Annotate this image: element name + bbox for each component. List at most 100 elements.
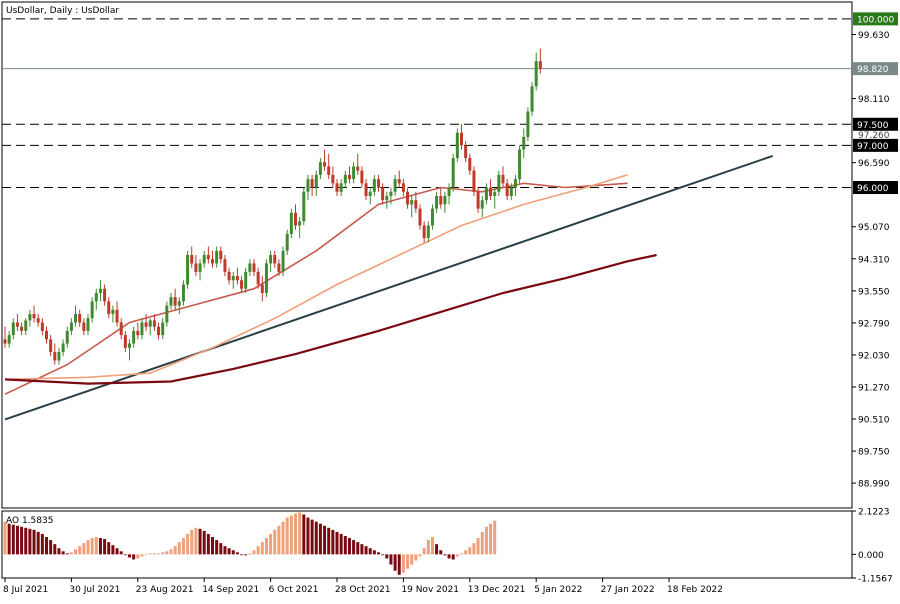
ao-title: AO 1.5835 xyxy=(6,516,53,526)
ao-bar xyxy=(69,552,73,555)
ao-bar xyxy=(65,553,69,555)
candle-body xyxy=(385,195,389,201)
candle-body xyxy=(198,263,202,272)
candle-body xyxy=(310,179,314,188)
ao-bar xyxy=(32,529,36,555)
candle-body xyxy=(497,174,501,192)
ao-bar xyxy=(377,552,380,555)
candle-body xyxy=(177,301,181,306)
price-tag-box xyxy=(853,181,898,195)
main-plot-area xyxy=(2,18,852,421)
ao-y-tick-label: 0.000 xyxy=(858,551,884,561)
candle-body xyxy=(468,158,472,171)
ao-bar xyxy=(484,526,488,555)
ao-bar xyxy=(418,554,422,557)
ao-bar xyxy=(140,554,144,557)
candle-body xyxy=(186,255,190,285)
price-tag-box xyxy=(853,117,898,131)
candle-body xyxy=(32,314,36,319)
candle-body xyxy=(343,174,347,184)
candle-body xyxy=(455,132,459,159)
candle-body xyxy=(443,195,447,205)
ao-bar xyxy=(132,554,136,560)
candle-body xyxy=(36,318,40,323)
candle-body xyxy=(181,284,185,302)
ao-bar xyxy=(28,528,32,555)
ao-bar xyxy=(401,554,405,573)
candle-body xyxy=(501,174,505,184)
ao-bar xyxy=(223,546,227,555)
candle-body xyxy=(476,191,480,209)
candle-body xyxy=(11,322,15,336)
candle-body xyxy=(372,179,376,192)
ao-bar xyxy=(107,542,111,555)
candle-body xyxy=(294,212,297,226)
x-tick-label: 30 Jul 2021 xyxy=(69,585,120,595)
x-tick-label: 14 Sep 2021 xyxy=(202,585,259,595)
ao-bar xyxy=(252,550,256,555)
ao-bar xyxy=(173,546,177,555)
ao-bar xyxy=(323,525,327,555)
candle-body xyxy=(231,276,235,281)
ao-bar xyxy=(98,538,102,555)
ao-bar xyxy=(119,551,123,555)
ao-bar xyxy=(24,527,28,555)
ao-bar xyxy=(372,550,376,555)
price-tag-label: 96.000 xyxy=(857,184,889,194)
ao-bar xyxy=(111,545,115,555)
price-tag-label: 97.000 xyxy=(857,142,889,152)
x-tick-label: 8 Jul 2021 xyxy=(3,585,48,595)
candle-body xyxy=(140,322,144,336)
ao-bar xyxy=(128,554,131,558)
candle-body xyxy=(318,162,322,175)
ao-bar xyxy=(343,535,347,555)
ao-bar xyxy=(57,548,61,555)
candle-body xyxy=(381,187,385,201)
candle-body xyxy=(530,86,534,112)
ao-bar xyxy=(455,554,459,557)
candle-body xyxy=(20,326,24,331)
candle-body xyxy=(298,221,302,226)
candle-body xyxy=(144,322,148,327)
candle-body xyxy=(227,271,231,281)
ao-bar xyxy=(489,523,493,555)
candle-body xyxy=(522,136,526,150)
x-tick-label: 6 Oct 2021 xyxy=(269,585,319,595)
ao-bar xyxy=(493,520,497,555)
candle-body xyxy=(252,263,256,272)
ao-bar xyxy=(202,530,206,555)
candle-body xyxy=(335,183,339,192)
candle-body xyxy=(98,288,102,293)
candle-body xyxy=(86,318,90,331)
ao-bar xyxy=(294,513,297,555)
ao-bar xyxy=(476,538,480,555)
candle-body xyxy=(53,351,57,361)
ao-bar xyxy=(244,554,248,556)
ao-bar xyxy=(339,533,343,555)
ao-bar xyxy=(281,521,285,555)
candle-body xyxy=(190,255,194,264)
y-tick-label: 88.990 xyxy=(858,480,890,490)
candle-body xyxy=(285,233,289,251)
candle-body xyxy=(7,335,11,344)
candle-body xyxy=(430,208,434,226)
ao-bar xyxy=(20,526,24,555)
candle-body xyxy=(40,322,44,331)
ao-bar xyxy=(306,517,310,555)
ao-bar xyxy=(115,548,119,555)
ao-bar xyxy=(264,538,268,555)
candle-body xyxy=(509,187,513,196)
candle-body xyxy=(397,179,401,184)
ao-bar xyxy=(165,551,169,555)
candle-body xyxy=(451,158,455,188)
ao-bar xyxy=(406,554,410,569)
candle-body xyxy=(69,322,73,331)
candle-body xyxy=(339,183,343,192)
ao-bar xyxy=(364,546,368,555)
candle-body xyxy=(352,166,356,180)
candle-body xyxy=(15,322,19,327)
price-tag-box xyxy=(853,62,898,76)
candle-body xyxy=(435,195,439,209)
x-tick-label: 18 Feb 2022 xyxy=(667,585,723,595)
